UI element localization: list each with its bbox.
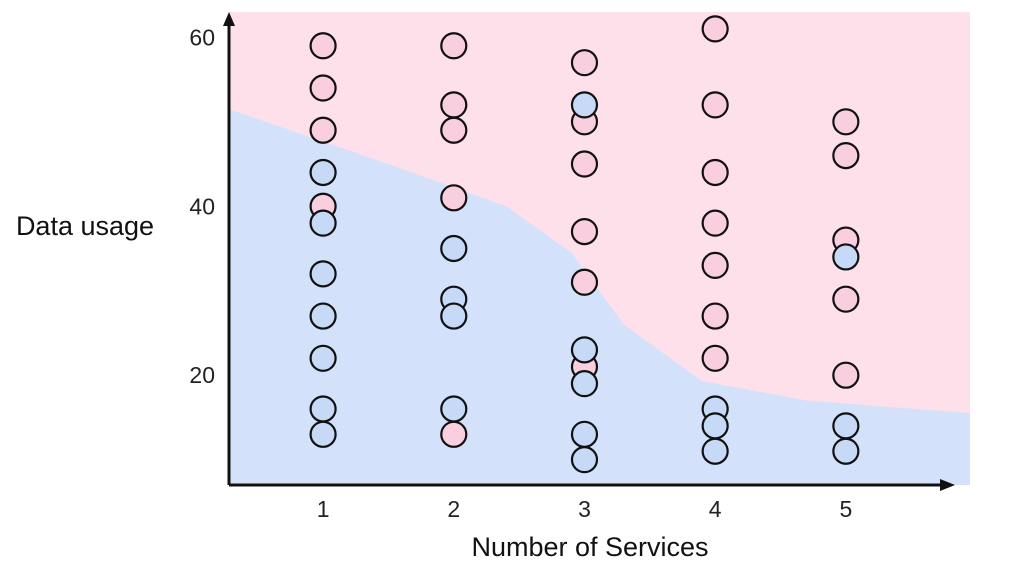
y-tick-labels: 20 40 60 [189, 24, 215, 388]
blue-point [570, 420, 599, 448]
pink-point [440, 116, 468, 144]
y-axis-label: Data usage [16, 211, 154, 241]
pink-point [701, 302, 729, 330]
x-tick-label: 3 [578, 496, 591, 522]
blue-point [309, 260, 337, 288]
blue-point [570, 446, 599, 474]
blue-point [440, 395, 468, 423]
y-tick-label: 60 [189, 24, 215, 50]
pink-point [440, 184, 468, 212]
pink-point [832, 285, 860, 313]
pink-point [570, 150, 599, 178]
blue-point [309, 344, 337, 372]
blue-point [832, 437, 860, 465]
blue-point [701, 437, 729, 465]
y-axis-arrow-icon [223, 12, 235, 26]
pink-point [570, 268, 599, 296]
pink-point [570, 218, 599, 246]
pink-point [309, 32, 337, 60]
blue-point [309, 158, 337, 187]
blue-point [309, 420, 337, 448]
decision-regions [229, 12, 970, 486]
pink-point [832, 141, 860, 170]
y-tick-label: 40 [189, 193, 215, 219]
x-tick-label: 4 [709, 496, 722, 522]
pink-point [570, 49, 599, 77]
blue-point [570, 336, 599, 364]
pink-point [440, 91, 468, 119]
region-blue [229, 109, 970, 486]
blue-point [309, 302, 337, 330]
pink-point [701, 158, 729, 187]
blue-point [832, 243, 860, 271]
x-tick-labels: 1 2 3 4 5 [317, 496, 853, 522]
data-points [309, 15, 860, 474]
pink-point [701, 15, 729, 43]
pink-point [832, 108, 860, 136]
y-tick-label: 20 [189, 362, 215, 388]
blue-point [440, 302, 468, 330]
blue-point [309, 395, 337, 423]
axes [223, 12, 955, 491]
pink-point [309, 116, 337, 144]
pink-point [440, 32, 468, 60]
blue-point [309, 209, 337, 237]
x-tick-label: 2 [447, 496, 460, 522]
x-tick-label: 1 [317, 496, 330, 522]
x-axis-label: Number of Services [471, 532, 708, 562]
pink-point [701, 91, 729, 119]
pink-point [701, 344, 729, 372]
pink-point [701, 251, 729, 279]
pink-point [309, 74, 337, 102]
blue-point [570, 91, 599, 119]
blue-point [701, 412, 729, 440]
blue-point [832, 412, 860, 440]
x-axis-arrow-icon [940, 479, 955, 491]
pink-point [701, 209, 729, 237]
pink-point [440, 420, 468, 448]
x-tick-label: 5 [839, 496, 852, 522]
blue-point [570, 370, 599, 398]
pink-point [832, 361, 860, 389]
blue-point [440, 234, 468, 263]
